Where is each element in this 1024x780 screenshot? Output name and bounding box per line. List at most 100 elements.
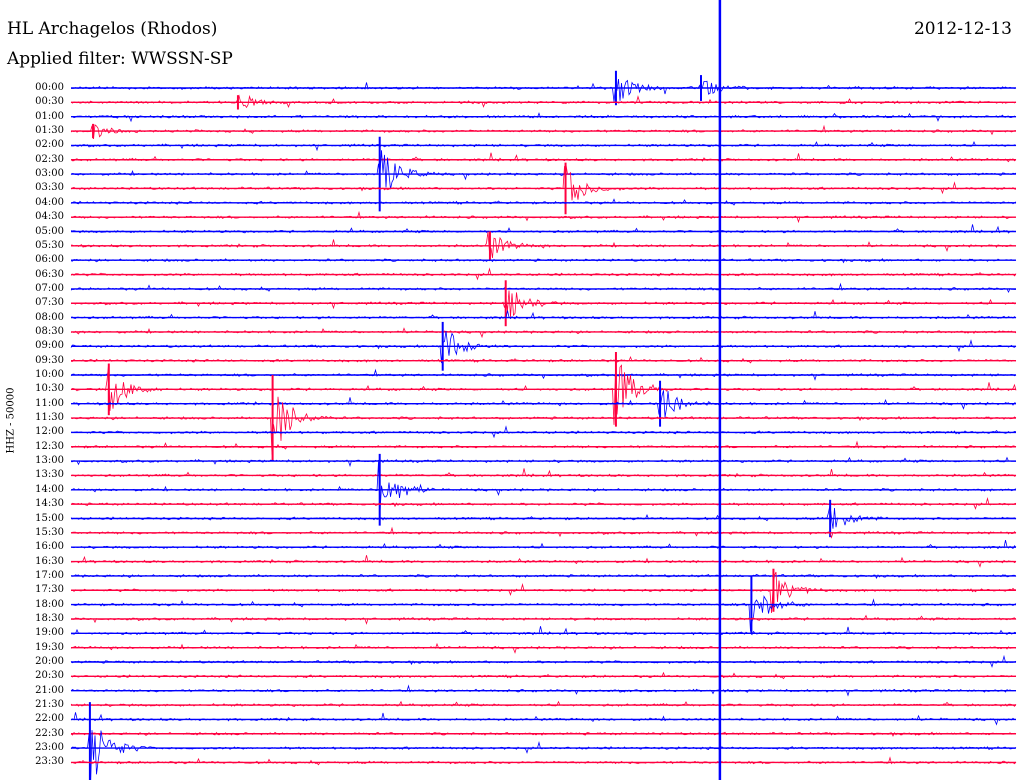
- tick-label: 11:30: [35, 412, 64, 424]
- tick-label: 11:00: [35, 397, 64, 409]
- tick-label: 14:30: [35, 498, 64, 510]
- date-label: 2012-12-13: [913, 19, 1012, 39]
- tick-label: 08:00: [35, 311, 64, 323]
- trace-row: [70, 140, 1017, 152]
- trace-row: [70, 78, 1017, 102]
- tick-label: 10:30: [35, 383, 64, 395]
- station-title: HL Archagelos (Rhodos): [7, 19, 218, 39]
- tick-label: 18:00: [35, 598, 64, 610]
- tick-label: 02:00: [35, 139, 64, 151]
- tick-label: 10:00: [35, 369, 64, 380]
- tick-label: 22:30: [35, 727, 64, 739]
- tick-label: 04:00: [35, 196, 64, 208]
- tick-label: 07:30: [35, 297, 64, 309]
- trace-row: [70, 231, 1017, 259]
- tick-label: 01:00: [35, 110, 64, 122]
- trace-row: [70, 390, 1017, 418]
- trace-row: [70, 573, 1017, 580]
- tick-label: 04:30: [35, 211, 64, 223]
- trace-row: [70, 425, 1017, 439]
- tick-label: 21:00: [35, 684, 64, 696]
- trace-row: [70, 258, 1017, 264]
- tick-label: 01:30: [35, 125, 64, 137]
- trace-row: [70, 526, 1017, 539]
- trace-row: [70, 440, 1017, 450]
- tick-label: 06:00: [35, 254, 64, 266]
- tick-label: 17:30: [35, 584, 64, 596]
- trace-row: [70, 94, 1017, 109]
- trace-row: [70, 290, 1017, 317]
- tick-label: 18:30: [35, 612, 64, 624]
- tick-label: 16:30: [35, 555, 64, 567]
- tick-label: 12:00: [35, 426, 64, 438]
- trace-row: [70, 504, 1017, 529]
- trace-row: [70, 310, 1017, 320]
- tick-label: 05:30: [35, 239, 64, 251]
- trace-row: [70, 555, 1017, 568]
- tick-label: 05:00: [35, 225, 64, 237]
- tick-label: 19:00: [35, 627, 64, 639]
- trace-row: [70, 461, 1017, 513]
- trace-row: [70, 163, 1017, 201]
- tick-label: 20:00: [35, 656, 64, 667]
- tick-label: 19:30: [35, 641, 64, 653]
- tick-label: 15:30: [35, 526, 64, 538]
- tick-label: 09:30: [35, 354, 64, 366]
- tick-label: 23:30: [35, 756, 64, 768]
- trace-row: [70, 571, 1017, 614]
- trace-row: [70, 684, 1017, 697]
- tick-label: 00:30: [35, 96, 64, 108]
- trace-row: [70, 364, 1017, 425]
- tick-label: 13:00: [35, 455, 64, 467]
- trace-row: [70, 152, 1017, 163]
- trace-row: [70, 330, 1017, 364]
- trace-row: [70, 626, 1017, 636]
- trace-row: [70, 368, 1017, 381]
- tick-label: 12:30: [35, 440, 64, 452]
- trace-row: [70, 396, 1017, 455]
- trace-row: [70, 210, 1017, 224]
- tick-label: 20:30: [35, 670, 64, 682]
- trace-row: [70, 267, 1017, 281]
- tick-label: 03:30: [35, 182, 64, 194]
- tick-label: 17:00: [35, 569, 64, 581]
- trace-row: [70, 198, 1017, 206]
- tick-label: 13:30: [35, 469, 64, 481]
- trace-row: [70, 654, 1017, 668]
- trace-row: [70, 730, 1017, 780]
- tick-label: 08:30: [35, 325, 64, 337]
- trace-row: [70, 224, 1017, 234]
- filter-label: Applied filter: WWSSN-SP: [7, 49, 233, 69]
- trace-row: [70, 756, 1017, 766]
- trace-row: [70, 356, 1017, 364]
- trace-row: [70, 712, 1017, 726]
- trace-row: [70, 614, 1017, 625]
- tick-label: 02:30: [35, 153, 64, 165]
- trace-row: [70, 282, 1016, 294]
- trace-row: [70, 731, 1017, 737]
- trace-row: [70, 327, 1017, 339]
- tick-label: 16:00: [35, 541, 64, 553]
- trace-row: [70, 671, 1017, 680]
- tick-label: 21:30: [35, 699, 64, 711]
- tick-label: 06:30: [35, 268, 64, 280]
- tick-label: 03:00: [35, 168, 64, 180]
- trace-row: [71, 456, 1017, 467]
- trace-row: [71, 595, 1017, 632]
- tick-label: 14:00: [35, 483, 64, 495]
- trace-row: [70, 700, 1017, 707]
- trace-row: [70, 150, 1017, 190]
- trace-row: [70, 124, 1017, 139]
- trace-row: [70, 540, 1017, 550]
- trace-row: [70, 468, 1017, 478]
- tick-label: 15:00: [35, 512, 64, 524]
- tick-label: 00:00: [35, 82, 64, 93]
- tick-label: 23:00: [35, 742, 64, 754]
- trace-row: [70, 496, 1017, 510]
- trace-row: [70, 112, 1017, 123]
- tick-label: 22:00: [35, 713, 64, 725]
- tick-label: 07:00: [35, 282, 64, 294]
- tick-label: 09:00: [35, 340, 64, 352]
- trace-row: [70, 642, 1017, 654]
